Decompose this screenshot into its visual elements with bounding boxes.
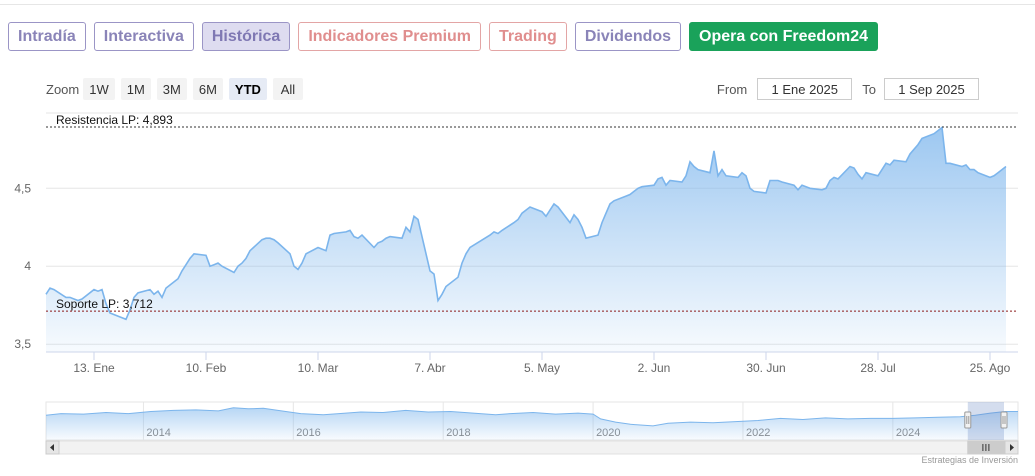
tab-interactiva[interactable]: Interactiva bbox=[93, 22, 194, 51]
y-tick-label: 3,5 bbox=[14, 337, 31, 351]
navigator-window[interactable] bbox=[967, 402, 1004, 440]
zoom-1m-button[interactable]: 1M bbox=[120, 78, 151, 100]
x-tick-label: 13. Ene bbox=[73, 361, 115, 375]
from-date-input[interactable] bbox=[757, 78, 853, 100]
support-label: Soporte LP: 3,712 bbox=[56, 297, 153, 311]
navigator-right-handle[interactable] bbox=[1000, 411, 1008, 429]
zoom-3m-button[interactable]: 3M bbox=[156, 78, 187, 100]
x-tick-label: 30. Jun bbox=[746, 361, 785, 375]
tab-dividendos[interactable]: Dividendos bbox=[574, 22, 682, 51]
tab-bar: Intradía Interactiva Histórica Indicador… bbox=[8, 22, 878, 52]
zoom-ytd-button[interactable]: YTD bbox=[228, 78, 267, 100]
opera-freedom24-button[interactable]: Opera con Freedom24 bbox=[689, 22, 878, 51]
credit-label: Estrategias de Inversión bbox=[921, 455, 1018, 465]
navigator-left-handle[interactable] bbox=[964, 411, 972, 429]
from-label: From bbox=[716, 81, 748, 97]
x-tick-label: 10. Feb bbox=[186, 361, 227, 375]
zoom-selector: Zoom 1W 1M 3M 6M YTD All bbox=[46, 78, 309, 100]
zoom-label: Zoom bbox=[46, 81, 80, 97]
tab-indicadores-premium[interactable]: Indicadores Premium bbox=[298, 22, 482, 51]
x-tick-label: 2. Jun bbox=[638, 361, 671, 375]
scroll-left-arrow-icon bbox=[50, 444, 54, 451]
zoom-all-button[interactable]: All bbox=[272, 78, 303, 100]
y-tick-label: 4 bbox=[24, 259, 31, 273]
x-tick-label: 10. Mar bbox=[298, 361, 339, 375]
x-tick-label: 7. Abr bbox=[414, 361, 445, 375]
x-tick-label: 28. Jul bbox=[860, 361, 895, 375]
scroll-right-arrow-icon bbox=[1010, 444, 1014, 451]
scrollbar-track[interactable] bbox=[45, 440, 1019, 455]
tab-historica[interactable]: Histórica bbox=[201, 22, 291, 51]
tab-trading[interactable]: Trading bbox=[489, 22, 567, 51]
x-tick-label: 25. Ago bbox=[970, 361, 1011, 375]
price-area bbox=[46, 127, 1006, 352]
zoom-1w-button[interactable]: 1W bbox=[83, 78, 115, 100]
tab-intradia[interactable]: Intradía bbox=[8, 22, 86, 51]
navigator-area bbox=[46, 407, 1018, 440]
price-line bbox=[45, 125, 1007, 321]
resistance-label: Resistencia LP: 4,893 bbox=[56, 113, 173, 127]
to-label: To bbox=[862, 81, 876, 97]
to-date-input[interactable] bbox=[884, 78, 979, 100]
x-tick-label: 5. May bbox=[524, 361, 560, 375]
navigator-line bbox=[45, 407, 1018, 427]
top-divider bbox=[0, 4, 1035, 5]
y-tick-label: 4,5 bbox=[14, 181, 31, 195]
date-range: From To bbox=[717, 78, 979, 100]
zoom-6m-button[interactable]: 6M bbox=[192, 78, 223, 100]
